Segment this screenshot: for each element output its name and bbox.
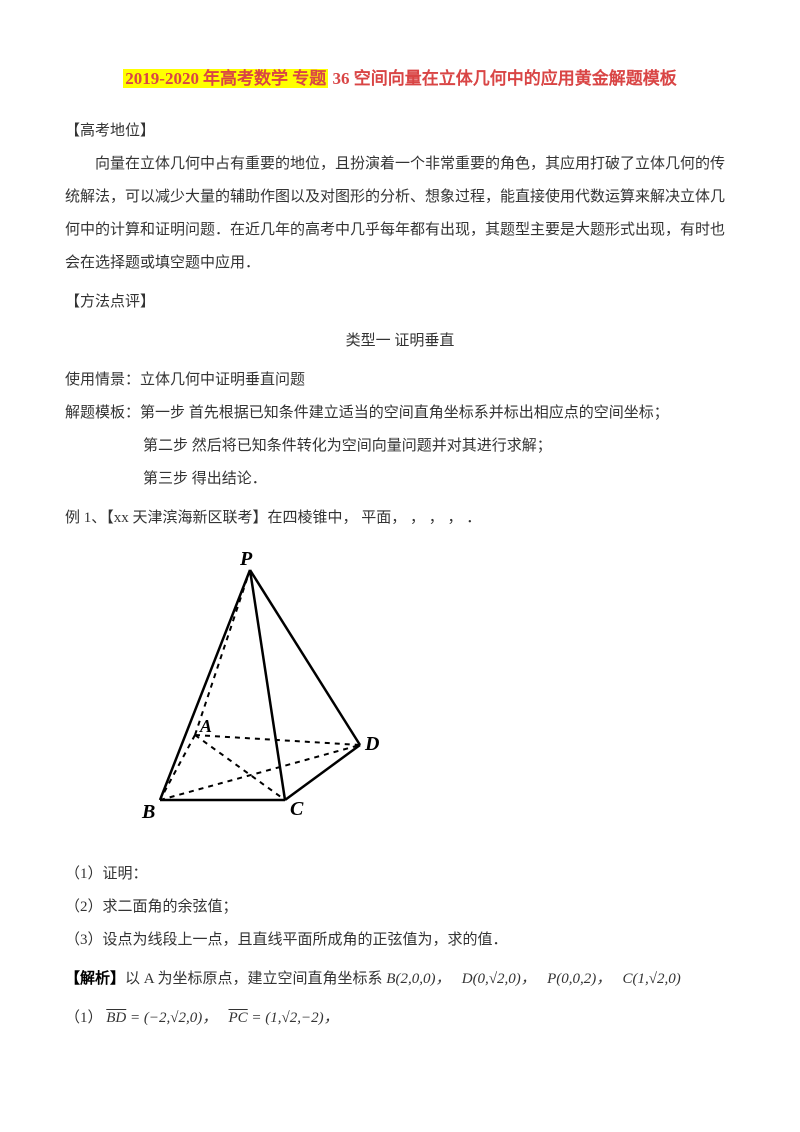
- analysis-text: 以 A 为坐标原点，建立空间直角坐标系: [125, 971, 386, 987]
- part-1-label: （1）: [65, 1010, 103, 1026]
- title-highlight-text: 年高考数学 专题: [201, 69, 328, 88]
- title-highlight-year: 2019-2020: [123, 69, 201, 88]
- coord-p: P(0,0,2): [547, 971, 596, 987]
- title-topic-number: 36: [332, 69, 349, 88]
- question-2: （2）求二面角的余弦值；: [65, 891, 735, 924]
- question-3: （3）设点为线段上一点，且直线平面所成角的正弦值为，求的值．: [65, 924, 735, 957]
- template-step-2: 第二步 然后将已知条件转化为空间向量问题并对其进行求解；: [65, 430, 735, 463]
- pyramid-figure: P A B C D: [100, 545, 735, 848]
- example-label: 例 1、【xx 天津滨海新区联考】在四棱锥中， 平面， ， ， ， ．: [65, 502, 735, 535]
- title-rest: 空间向量在立体几何中的应用黄金解题模板: [349, 69, 676, 88]
- section-label: 【高考地位】: [65, 115, 735, 148]
- type-heading: 类型一 证明垂直: [65, 325, 735, 358]
- template-step-1: 解题模板：第一步 首先根据已知条件建立适当的空间直角坐标系并标出相应点的空间坐标…: [65, 397, 735, 430]
- question-1: （1）证明：: [65, 858, 735, 891]
- section-method-review: 【方法点评】 类型一 证明垂直 使用情景：立体几何中证明垂直问题 解题模板：第一…: [65, 286, 735, 496]
- section-exam-position: 【高考地位】 向量在立体几何中占有重要的地位，且扮演着一个非常重要的角色，其应用…: [65, 115, 735, 280]
- usage-scenario: 使用情景：立体几何中证明垂直问题: [65, 364, 735, 397]
- document-title: 2019-2020年高考数学 专题 36 空间向量在立体几何中的应用黄金解题模板: [65, 60, 735, 97]
- vertex-b: B: [141, 801, 155, 823]
- vector-line: （1） BD = (−2,√2,0)， PC = (1,√2,−2)，: [65, 1002, 735, 1035]
- analysis-label: 【解析】: [65, 971, 125, 987]
- template-step-3: 第三步 得出结论．: [65, 463, 735, 496]
- analysis-block: 【解析】以 A 为坐标原点，建立空间直角坐标系 B(2,0,0)， D(0,√2…: [65, 963, 735, 996]
- vector-bd-symbol: BD: [106, 1010, 126, 1026]
- coord-b: B(2,0,0): [386, 971, 435, 987]
- coord-d: D(0,√2,0): [462, 971, 521, 987]
- vector-pc-symbol: PC: [229, 1010, 248, 1026]
- example-block: 例 1、【xx 天津滨海新区联考】在四棱锥中， 平面， ， ， ， ． P A …: [65, 502, 735, 957]
- vertex-a: A: [199, 716, 212, 736]
- section-paragraph: 向量在立体几何中占有重要的地位，且扮演着一个非常重要的角色，其应用打破了立体几何…: [65, 148, 735, 280]
- coord-c: C(1,√2,0): [623, 971, 681, 987]
- section-label: 【方法点评】: [65, 286, 735, 319]
- vertex-p: P: [239, 548, 253, 570]
- vertex-d: D: [364, 733, 379, 755]
- vertex-c: C: [290, 798, 304, 820]
